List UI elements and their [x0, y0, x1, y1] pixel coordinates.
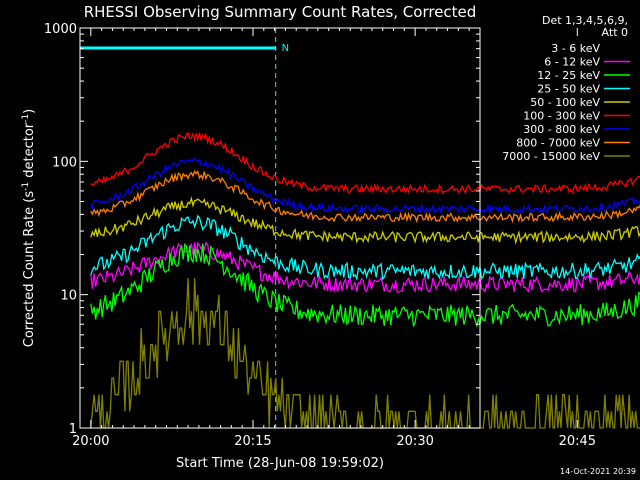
legend-label: 25 - 50 keV: [537, 83, 600, 96]
y-tick-label: 1000: [44, 22, 77, 37]
series-trace: [90, 169, 640, 224]
legend-label: 50 - 100 keV: [530, 96, 600, 109]
legend-label: 800 - 7000 keV: [516, 137, 600, 150]
legend-label: 6 - 12 keV: [544, 56, 600, 69]
legend-label: 3 - 6 keV: [551, 42, 600, 55]
plot-frame: [79, 27, 481, 429]
series-trace: [90, 214, 640, 281]
legend-label: 12 - 25 keV: [537, 69, 600, 82]
series-trace: [90, 241, 640, 294]
series-trace: [90, 131, 640, 195]
series-trace: [90, 157, 640, 216]
legend-label: 7000 - 15000 keV: [502, 150, 600, 163]
x-tick-label: 20:45: [559, 434, 596, 449]
series-trace: [90, 242, 640, 328]
series-trace: [90, 277, 640, 429]
flag-label-n: N: [282, 43, 289, 54]
y-tick-label: 100: [52, 155, 77, 170]
series-trace: [90, 248, 640, 363]
legend-label: 100 - 300 keV: [523, 110, 600, 123]
x-tick-label: 20:30: [396, 434, 433, 449]
series-trace: [90, 196, 640, 245]
generation-timestamp: 14-Oct-2021 20:39: [560, 467, 636, 476]
y-axis-label: Corrected Count Rate (s-1 detector-1): [21, 109, 37, 347]
y-tick-label: 10: [60, 289, 77, 304]
x-axis-label: Start Time (28-Jun-08 19:59:02): [176, 456, 384, 471]
data-traces: [90, 131, 640, 429]
x-tick-label: 20:00: [72, 434, 109, 449]
chart-title: RHESSI Observing Summary Count Rates, Co…: [84, 3, 477, 21]
x-tick-label: 20:15: [234, 434, 271, 449]
legend-header-line-1: Det 1,3,4,5,6,9,: [542, 14, 628, 27]
axes: 20:0020:1520:3020:4521:0021:1521:3011010…: [44, 22, 596, 449]
y-tick-label: 1: [69, 422, 77, 437]
legend-label: 300 - 800 keV: [523, 123, 600, 136]
legend-header-line-2: Att 0: [602, 26, 628, 39]
